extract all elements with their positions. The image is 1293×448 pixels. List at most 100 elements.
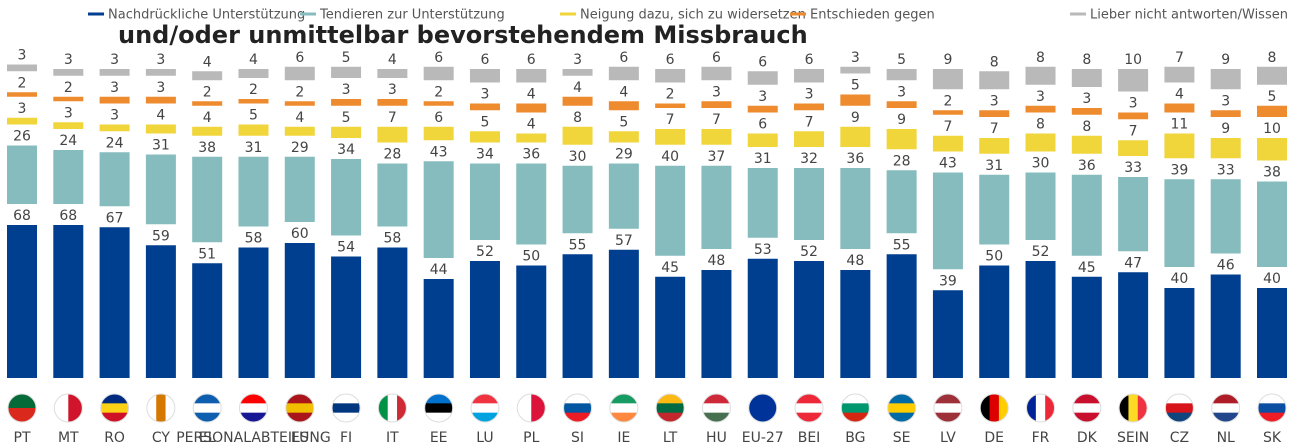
flag-stripe (887, 403, 916, 414)
flag-stripe (1258, 394, 1286, 404)
flag-stripe (285, 403, 314, 414)
bar-segment (331, 66, 362, 78)
x-tick-label: IE (617, 430, 630, 446)
flag-stripe (702, 394, 731, 404)
value-label: 2 (249, 82, 258, 98)
value-label: 3 (990, 93, 999, 109)
bar-segment (331, 126, 362, 138)
value-label: 37 (708, 149, 726, 165)
value-label: 2 (295, 84, 304, 100)
x-tick-label: SEIN (1117, 430, 1149, 446)
bar-segment (423, 101, 454, 106)
flag-stripe (1165, 394, 1194, 404)
bar-segment (562, 126, 593, 145)
value-label: 3 (851, 50, 860, 66)
value-label: 3 (110, 80, 119, 96)
legend-label: Neigung dazu, sich zu widersetzen (580, 8, 806, 23)
flag-stripe (1072, 403, 1101, 414)
value-label: 6 (434, 50, 443, 66)
flag-border (748, 393, 778, 423)
value-label: 3 (481, 87, 490, 103)
bar-segment (1071, 174, 1102, 256)
flag-stripe (470, 412, 499, 422)
flag-stripe (1258, 412, 1286, 422)
bar-segment (284, 156, 315, 222)
value-label: 7 (388, 110, 397, 126)
flag-stripe (146, 394, 157, 422)
value-label: 8 (573, 110, 582, 126)
flag-stripe (239, 403, 268, 414)
bar-segment (284, 243, 315, 378)
value-label: 58 (245, 231, 263, 247)
bar-segment (608, 101, 639, 111)
x-tick-label: RO (104, 430, 125, 446)
value-label: 50 (985, 249, 1003, 265)
flag (841, 394, 870, 422)
flag-stripe (285, 412, 314, 422)
bar-segment (1071, 135, 1102, 154)
bar-segment (886, 129, 917, 150)
value-label: 3 (388, 82, 397, 98)
x-tick-label: BEI (798, 430, 821, 446)
value-label: 60 (291, 226, 309, 242)
flag-stripe (1211, 412, 1240, 422)
value-label: 48 (708, 253, 726, 269)
value-label: 11 (1170, 117, 1188, 133)
bar-segment (1118, 177, 1149, 252)
bar-segment (516, 103, 547, 113)
x-tick-label: PL (523, 430, 539, 446)
value-label: 9 (1221, 121, 1230, 137)
bar-segment (1025, 66, 1056, 85)
value-label: 2 (203, 84, 212, 100)
x-tick-label: SI (571, 430, 584, 446)
flag-border (331, 393, 361, 423)
bar-segment (238, 247, 269, 378)
flag-stripe (100, 403, 129, 414)
flag-stripe (285, 394, 314, 404)
flag-border (655, 393, 685, 423)
value-label: 2 (64, 80, 73, 96)
flag-stripe (933, 394, 962, 404)
value-label: 52 (800, 244, 818, 260)
flag-stripe (470, 394, 499, 404)
flag-stripe (656, 403, 685, 414)
bar-segment (655, 103, 686, 108)
bar-segment (423, 279, 454, 378)
bar-segment (562, 69, 593, 76)
bar-segment (747, 105, 778, 113)
value-label: 9 (943, 52, 952, 68)
bar-segment (979, 71, 1010, 90)
flag-stripe (332, 394, 361, 404)
value-label: 8 (1082, 52, 1091, 68)
flag (1119, 394, 1148, 422)
bar-segment (53, 150, 84, 204)
flag-stripe (609, 403, 638, 414)
value-label: 3 (805, 87, 814, 103)
value-label: 3 (1221, 93, 1230, 109)
bar-segment (99, 96, 130, 104)
flag (470, 394, 499, 422)
flag-stripe (980, 394, 991, 422)
bar-segment (608, 163, 639, 229)
x-tick-label: FI (340, 430, 352, 446)
x-tick-label: CY (152, 430, 171, 446)
bar-segment (423, 126, 454, 141)
bar-segment (1071, 69, 1102, 87)
value-label: 6 (434, 110, 443, 126)
x-tick-label: LV (940, 430, 956, 446)
flag-stripe (1211, 394, 1240, 404)
flag-stripe (193, 412, 222, 422)
x-tick-label: IT (386, 430, 399, 446)
flag-stripe (156, 394, 167, 422)
flag-border (1164, 393, 1194, 423)
value-label: 5 (342, 110, 351, 126)
flag (332, 394, 361, 422)
value-label: 3 (110, 52, 119, 68)
bar-segment (886, 254, 917, 378)
value-label: 3 (156, 80, 165, 96)
bar-segment (284, 101, 315, 106)
flag-stripe (887, 412, 916, 422)
bar-segment (1210, 110, 1241, 117)
value-label: 3 (1036, 89, 1045, 105)
value-label: 4 (156, 108, 165, 124)
